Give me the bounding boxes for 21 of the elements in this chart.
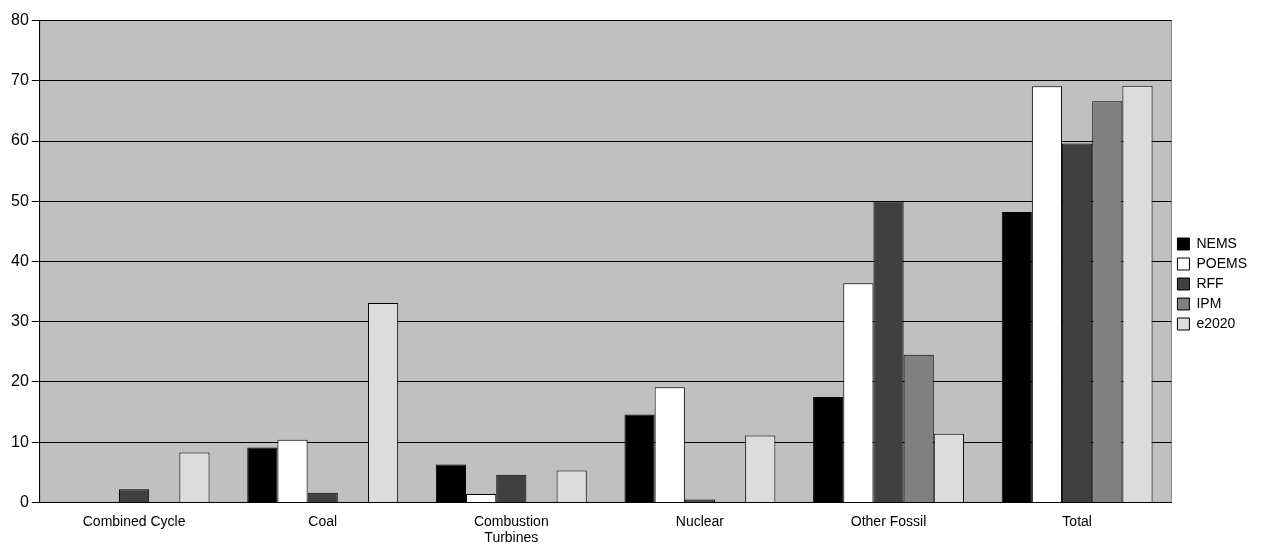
y-tick-label: 20 (11, 372, 29, 390)
x-tick-label: Combustion Turbines (473, 512, 549, 546)
x-tick-label: Coal (308, 512, 338, 529)
y-tick-label: 0 (19, 492, 29, 510)
y-tick-label: 40 (11, 251, 29, 269)
y-tick-label: 10 (11, 432, 29, 450)
legend-label: POEMS (1196, 254, 1248, 271)
bar (247, 447, 278, 502)
legend-label: NEMS (1196, 234, 1237, 251)
y-tick-label: 60 (11, 131, 29, 149)
y-tick-label: 50 (11, 191, 29, 209)
y-tick-label: 30 (11, 312, 29, 330)
legend-label: e2020 (1196, 314, 1236, 331)
x-tick-label: Other Fossil (850, 512, 927, 529)
x-tick-label: Combined Cycle (82, 512, 186, 529)
y-tick-label: 80 (11, 11, 29, 29)
x-tick-label: Nuclear (675, 512, 725, 529)
y-tick-label: 70 (11, 71, 29, 89)
legend-label: RFF (1196, 274, 1224, 291)
legend-label: IPM (1196, 294, 1222, 311)
x-tick-label: Total (1062, 512, 1092, 529)
